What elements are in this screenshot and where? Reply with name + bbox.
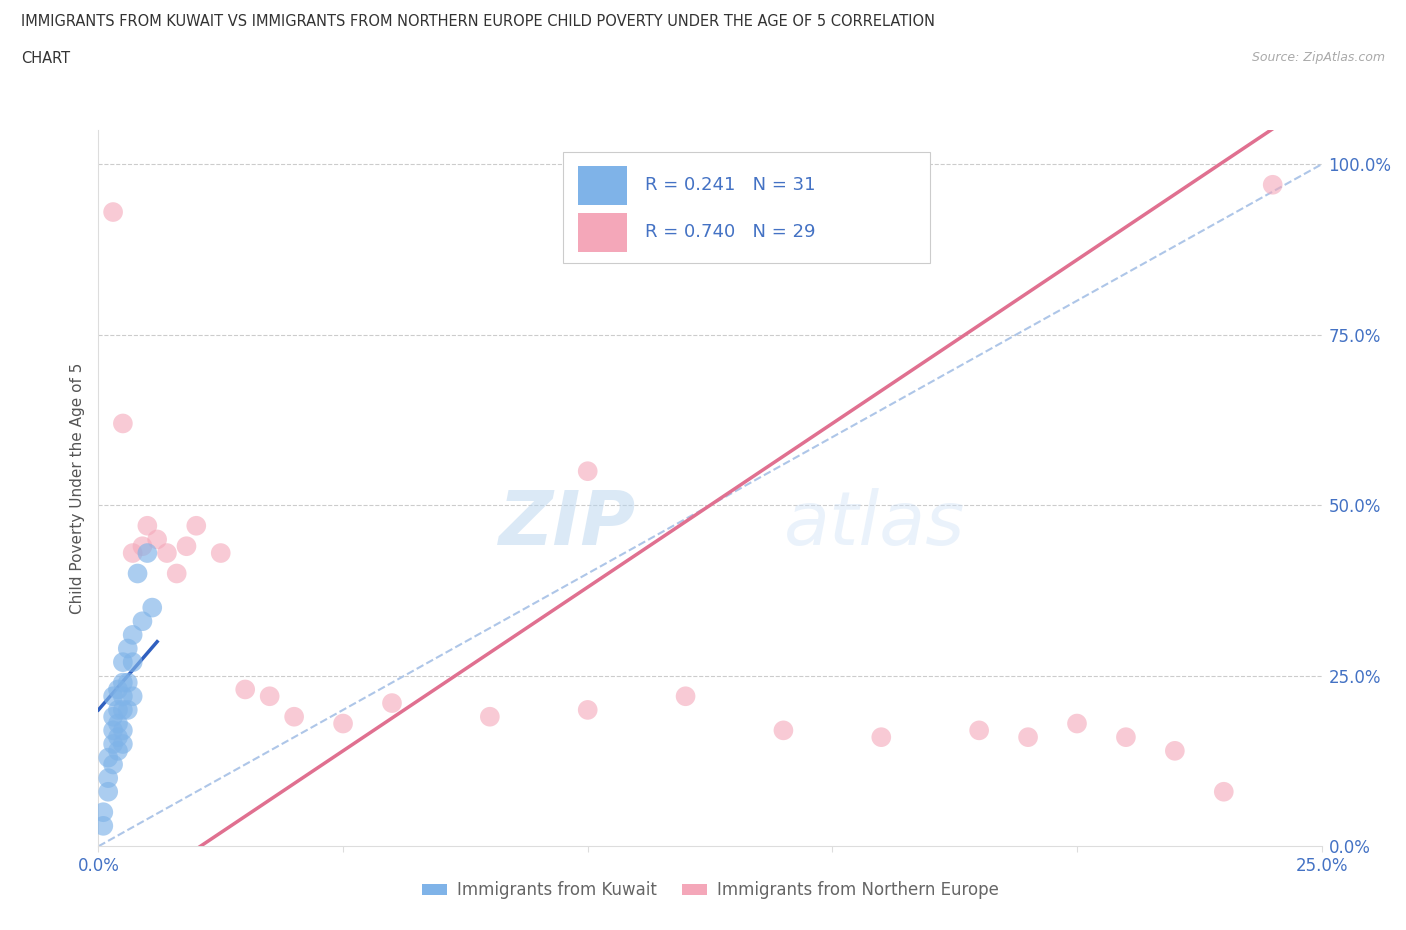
Point [576,702,599,717]
Point [131,614,153,629]
Point [156,546,179,561]
Point [1164,743,1187,758]
Y-axis label: Child Poverty Under the Age of 5: Child Poverty Under the Age of 5 [69,363,84,614]
Text: R = 0.740   N = 29: R = 0.740 N = 29 [645,223,815,241]
Legend: Immigrants from Kuwait, Immigrants from Northern Europe: Immigrants from Kuwait, Immigrants from … [415,874,1005,906]
Point [117,702,139,717]
Point [186,518,208,533]
Point [111,702,134,717]
Point [97,751,120,765]
Point [107,743,129,758]
Point [107,716,129,731]
Point [121,628,143,643]
Point [283,710,305,724]
Point [91,818,114,833]
Text: R = 0.241   N = 31: R = 0.241 N = 31 [645,177,815,194]
Point [121,655,143,670]
Point [576,464,599,479]
Point [1017,730,1039,745]
Point [381,696,404,711]
Text: CHART: CHART [21,51,70,66]
Point [101,757,124,772]
FancyBboxPatch shape [578,213,627,252]
Point [332,716,354,731]
Point [146,532,169,547]
Point [111,737,134,751]
Point [136,518,159,533]
Point [101,689,124,704]
FancyBboxPatch shape [578,166,627,206]
Text: IMMIGRANTS FROM KUWAIT VS IMMIGRANTS FROM NORTHERN EUROPE CHILD POVERTY UNDER TH: IMMIGRANTS FROM KUWAIT VS IMMIGRANTS FRO… [21,14,935,29]
Point [101,723,124,737]
Point [97,771,120,786]
Point [209,546,232,561]
Point [870,730,893,745]
Point [111,416,134,431]
Point [101,710,124,724]
Point [166,566,188,581]
Point [107,730,129,745]
Point [478,710,501,724]
Point [101,737,124,751]
Point [121,689,143,704]
Point [176,538,198,553]
Point [111,675,134,690]
Point [117,675,139,690]
Point [675,689,697,704]
Point [107,682,129,697]
Point [1115,730,1137,745]
Point [772,723,794,737]
FancyBboxPatch shape [564,152,931,262]
Point [1261,178,1284,193]
Point [111,655,134,670]
Text: ZIP: ZIP [499,487,637,561]
Point [259,689,281,704]
Point [111,689,134,704]
Point [233,682,256,697]
Text: atlas: atlas [783,488,965,560]
Text: Source: ZipAtlas.com: Source: ZipAtlas.com [1251,51,1385,64]
Point [1212,784,1234,799]
Point [136,546,159,561]
Point [107,702,129,717]
Point [91,804,114,819]
Point [967,723,990,737]
Point [101,205,124,219]
Point [121,546,143,561]
Point [127,566,149,581]
Point [131,538,153,553]
Point [1066,716,1088,731]
Point [141,600,163,615]
Point [97,784,120,799]
Point [117,641,139,656]
Point [111,723,134,737]
